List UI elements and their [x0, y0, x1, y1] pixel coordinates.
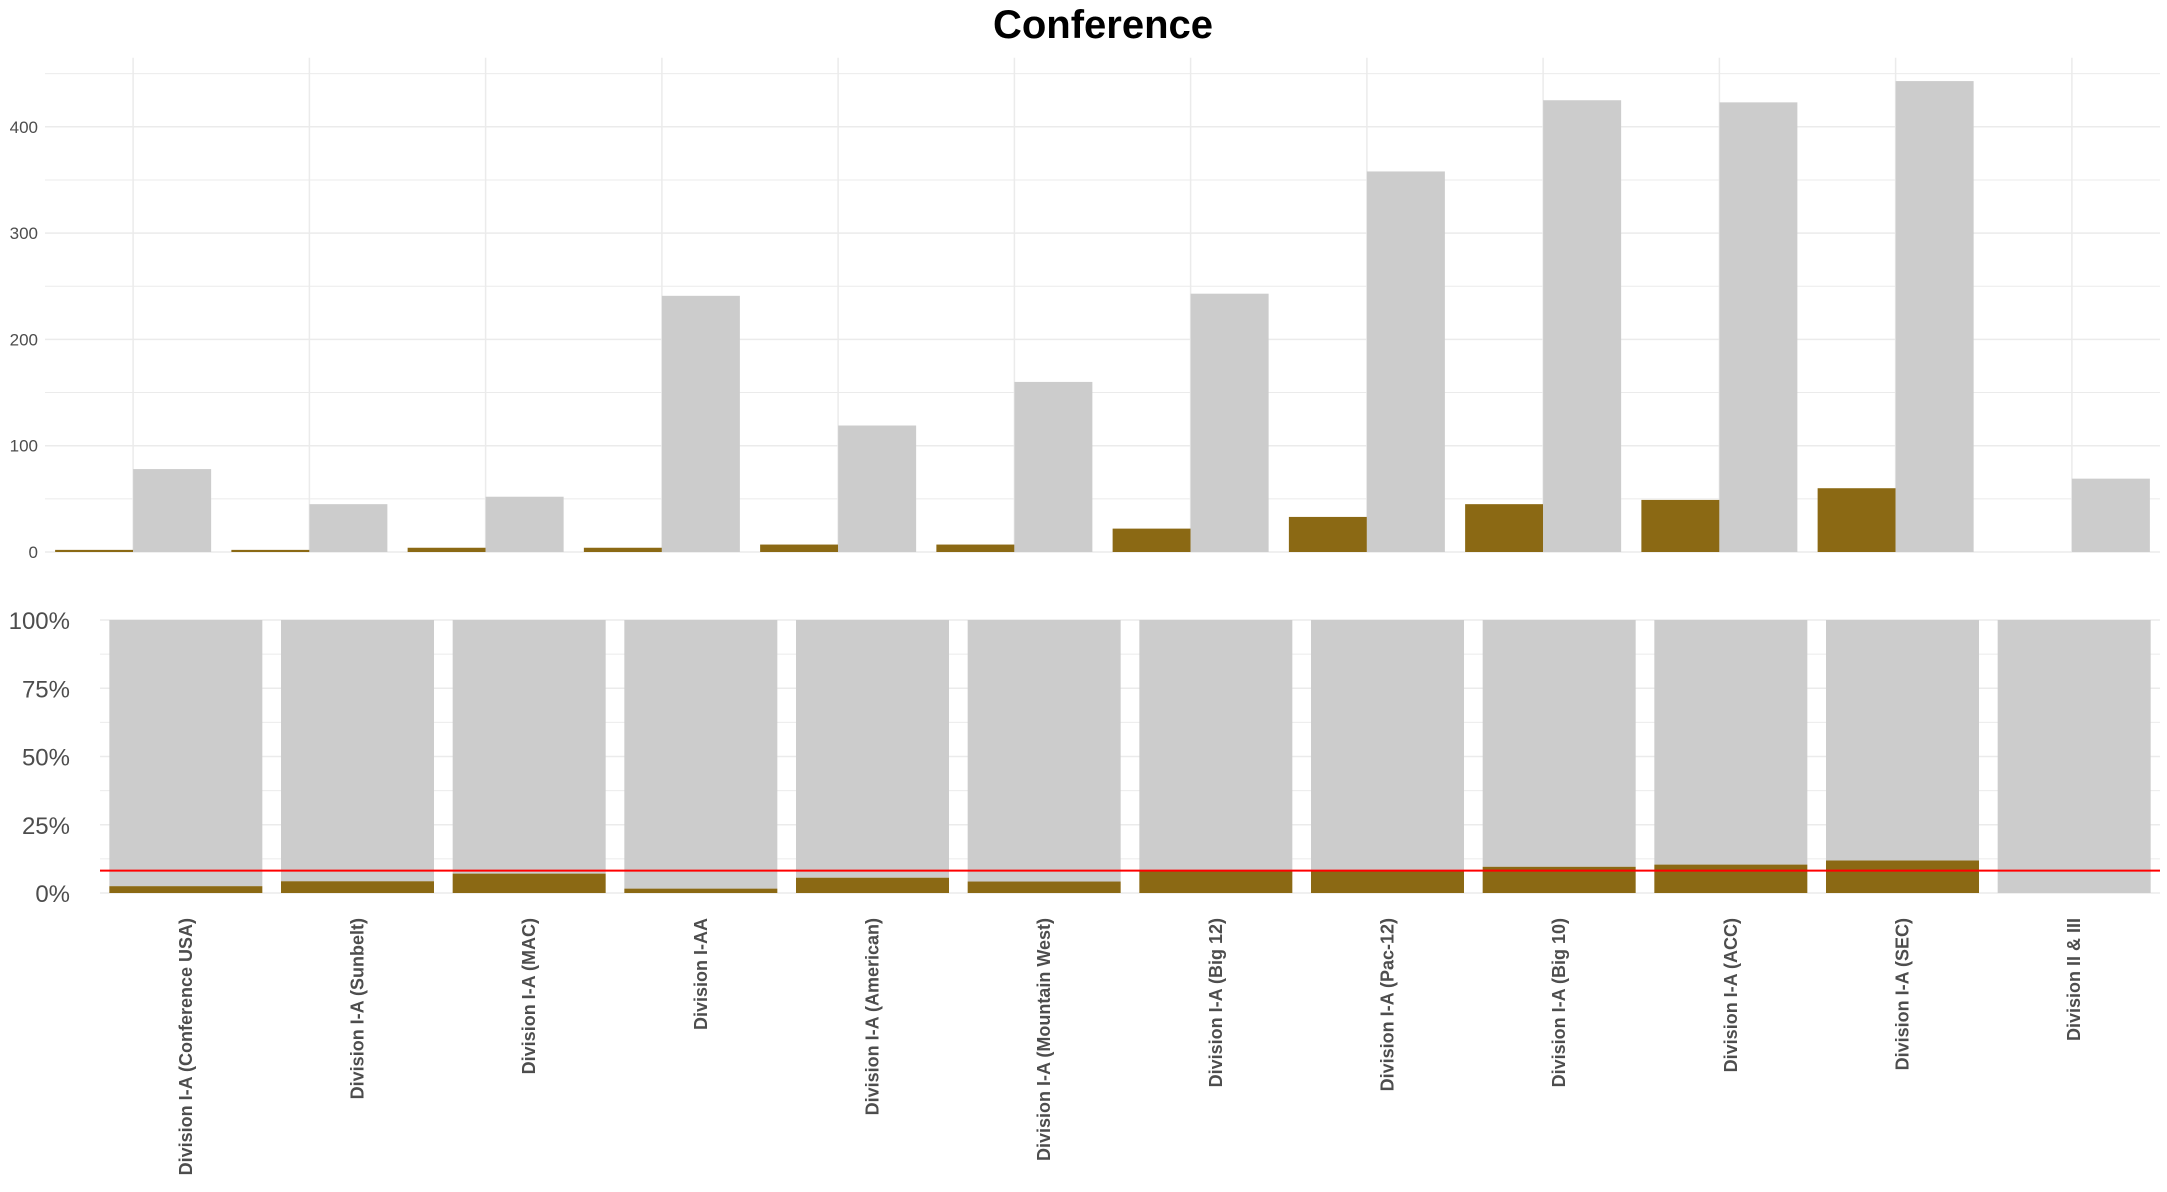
top-panel-y-axis: 0 100 200 300 400	[10, 118, 38, 562]
bar-share	[1826, 860, 1979, 893]
bar-highlight	[1465, 504, 1544, 552]
bar-highlight	[407, 547, 486, 552]
bar-remainder	[796, 620, 949, 878]
x-tick-label: Division I-A (Pac-12)	[1378, 918, 1398, 1091]
bar-total	[309, 504, 388, 552]
bar-remainder	[1139, 620, 1293, 871]
bar-share	[1139, 870, 1293, 893]
bar-total	[661, 295, 740, 552]
top-panel-bars	[55, 81, 2150, 553]
x-tick-label: Division I-A (Big 12)	[1206, 918, 1226, 1087]
x-tick-label: Division I-A (Conference USA)	[176, 918, 196, 1175]
bar-highlight	[55, 549, 134, 552]
bar-total	[1366, 171, 1445, 553]
bar-highlight	[1288, 516, 1367, 552]
bar-remainder	[967, 620, 1121, 882]
bar-remainder	[624, 620, 778, 889]
x-tick-label: Division I-A (Sunbelt)	[348, 918, 368, 1099]
bar-share	[796, 877, 949, 893]
x-tick-label: Division I-A (SEC)	[1893, 918, 1913, 1070]
bar-remainder	[1826, 620, 1979, 861]
bottom-panel-bars	[109, 620, 2151, 893]
chart-title: Conference	[993, 3, 1213, 47]
y-tick-label: 75%	[22, 676, 70, 703]
x-tick-label: Division II & III	[2064, 918, 2084, 1041]
y-tick-label: 100	[10, 437, 38, 456]
y-tick-label: 200	[10, 330, 38, 349]
x-tick-label: Division I-A (Mountain West)	[1034, 918, 1054, 1161]
bar-total	[1895, 81, 1974, 552]
bar-highlight	[231, 549, 310, 552]
y-tick-label: 0	[29, 543, 38, 562]
bar-share	[281, 881, 434, 893]
bar-share	[967, 881, 1121, 893]
bar-highlight	[936, 544, 1015, 552]
bar-share	[1654, 864, 1808, 893]
y-tick-label: 0%	[35, 881, 70, 908]
bar-highlight	[1112, 528, 1191, 552]
x-tick-label: Division I-A (American)	[863, 918, 883, 1115]
bar-remainder	[1654, 620, 1808, 865]
bar-remainder	[452, 620, 606, 874]
bar-highlight	[1817, 488, 1896, 552]
y-tick-label: 100%	[9, 608, 70, 635]
bar-remainder	[1311, 620, 1464, 871]
bar-share	[1311, 870, 1464, 893]
bar-highlight	[760, 544, 839, 552]
x-tick-label: Division I-A (MAC)	[519, 918, 539, 1074]
x-tick-label: Division I-A (ACC)	[1721, 918, 1741, 1072]
x-tick-label: Division I-A (Big 10)	[1549, 918, 1569, 1087]
bar-total	[133, 469, 212, 552]
bar-total	[1719, 102, 1798, 552]
bottom-panel-grid	[100, 619, 2160, 894]
bar-share	[109, 886, 263, 893]
y-tick-label: 50%	[22, 745, 70, 772]
bar-share	[452, 873, 606, 893]
bar-total	[1543, 100, 1622, 552]
bar-total	[1014, 381, 1093, 552]
bar-remainder	[1482, 620, 1636, 867]
y-tick-label: 300	[10, 224, 38, 243]
top-panel-grid	[45, 57, 2160, 553]
bar-highlight	[1641, 499, 1720, 552]
bar-total	[838, 425, 917, 552]
bar-remainder	[1997, 620, 2151, 893]
y-tick-label: 400	[10, 118, 38, 137]
y-tick-label: 25%	[22, 813, 70, 840]
bar-total	[2071, 478, 2150, 552]
bar-share	[624, 888, 778, 893]
x-tick-label: Division I-AA	[691, 918, 711, 1030]
bar-total	[1190, 293, 1269, 552]
bar-remainder	[109, 620, 263, 887]
bar-highlight	[583, 547, 662, 552]
bar-total	[485, 496, 564, 552]
x-axis-labels: Division I-A (Conference USA) Division I-…	[176, 918, 2084, 1175]
bottom-panel-y-axis: 0% 25% 50% 75% 100%	[9, 608, 70, 908]
bar-remainder	[281, 620, 434, 882]
